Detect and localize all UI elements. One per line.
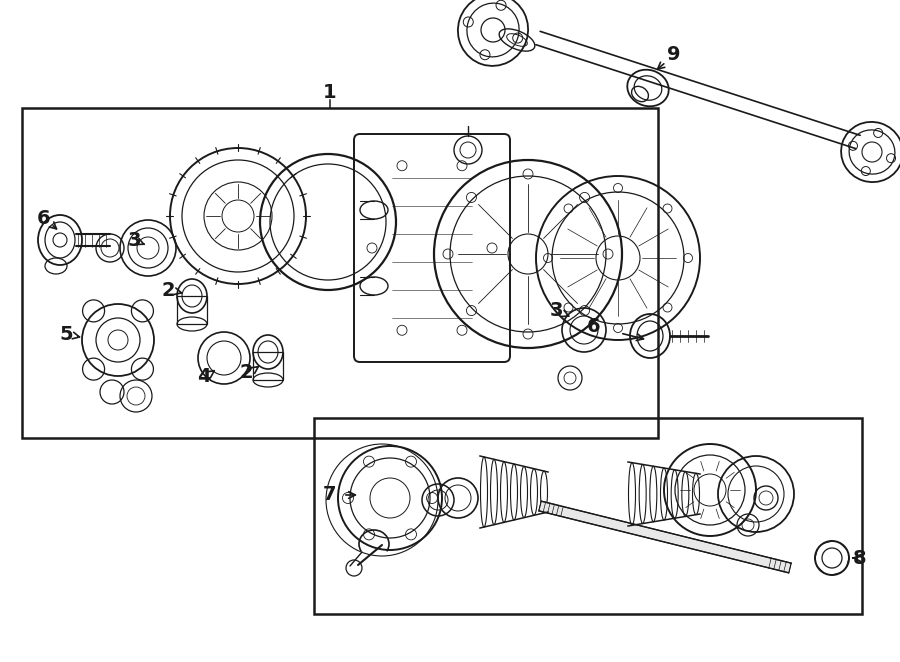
Text: 5: 5 [59, 324, 73, 344]
Text: 3: 3 [127, 230, 140, 250]
Text: 2: 2 [161, 281, 175, 299]
Text: 2: 2 [239, 363, 253, 381]
Text: 7: 7 [323, 485, 337, 504]
Polygon shape [539, 501, 791, 573]
Bar [253, 352, 283, 380]
Text: 9: 9 [667, 44, 680, 64]
Text: 1: 1 [323, 83, 337, 101]
Text: 6: 6 [587, 316, 601, 336]
Text: 4: 4 [197, 367, 211, 385]
Bar [314, 418, 862, 614]
Text: 6: 6 [37, 209, 50, 228]
Text: 8: 8 [853, 549, 867, 567]
Text: 3: 3 [549, 301, 562, 320]
Bar [22, 108, 658, 438]
Bar [177, 296, 207, 324]
